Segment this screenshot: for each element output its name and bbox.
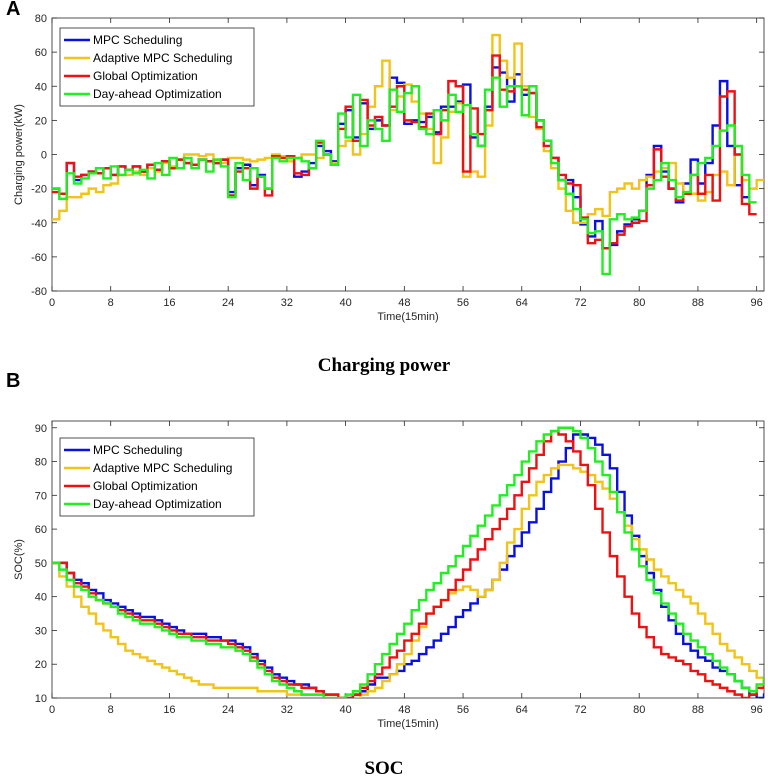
chart-a-x-tick-label: 72 <box>574 297 586 309</box>
chart-a-legend-label: MPC Scheduling <box>93 33 182 47</box>
chart-b-x-tick-label: 88 <box>692 704 704 716</box>
chart-a-caption: Charging power <box>317 355 451 376</box>
chart-a-x-tick-label: 88 <box>692 297 704 309</box>
chart-b-y-tick-label: 80 <box>35 457 47 469</box>
chart-a-x-tick-label: 64 <box>516 297 528 309</box>
chart-a-x-tick-label: 56 <box>457 297 469 309</box>
chart-b-y-tick-label: 70 <box>35 490 47 502</box>
chart-a-x-tick-label: 0 <box>49 297 55 309</box>
chart-a-legend-label: Global Optimization <box>93 69 198 83</box>
chart-b-x-tick-label: 16 <box>163 704 175 716</box>
chart-a-y-tick-label: -80 <box>31 286 47 298</box>
chart-b-x-tick-label: 8 <box>108 704 114 716</box>
chart-a-series-day-ahead-optimization <box>52 76 757 276</box>
chart-a-y-tick-label: 20 <box>35 115 47 127</box>
chart-a-y-tick-label: -60 <box>31 252 47 264</box>
panel-b-letter: B <box>6 370 21 392</box>
chart-b-series-adaptive-mpc-scheduling <box>52 463 764 698</box>
chart-a-y-tick-label: 80 <box>35 13 47 25</box>
chart-a-x-tick-label: 80 <box>633 297 645 309</box>
chart-b-legend-label: Adaptive MPC Scheduling <box>93 461 232 475</box>
chart-b-caption: SOC <box>364 758 404 779</box>
chart-b-y-tick-label: 40 <box>35 592 47 604</box>
chart-b-x-tick-label: 56 <box>457 704 469 716</box>
chart-b-x-tick-label: 80 <box>633 704 645 716</box>
chart-a-series-group <box>52 33 764 276</box>
chart-a-legend-label: Adaptive MPC Scheduling <box>93 51 232 65</box>
chart-b-x-tick-label: 0 <box>49 704 55 716</box>
chart-a-x-tick-label: 40 <box>339 297 351 309</box>
chart-b-x-tick-label: 32 <box>281 704 293 716</box>
chart-a-y-axis-label: Charging power(kW) <box>13 104 25 205</box>
chart-a-x-tick-label: 24 <box>222 297 234 309</box>
chart-a-x-tick-label: 32 <box>281 297 293 309</box>
chart-b-x-tick-label: 64 <box>516 704 528 716</box>
chart-a-legend <box>59 27 255 107</box>
chart-a-y-tick-label: 40 <box>35 81 47 93</box>
chart-b-legend-label: Global Optimization <box>93 479 198 493</box>
chart-b-x-tick-label: 48 <box>398 704 410 716</box>
chart-a-y-tick-label: -40 <box>31 218 47 230</box>
chart-b-y-tick-label: 20 <box>35 659 47 671</box>
chart-b-x-tick-label: 96 <box>751 704 763 716</box>
chart-b-x-tick-label: 72 <box>574 704 586 716</box>
chart-a-x-axis-label: Time(15min) <box>377 311 438 323</box>
chart-b-legend-label: MPC Scheduling <box>93 443 182 457</box>
chart-b-legend-label: Day-ahead Optimization <box>93 497 222 511</box>
chart-b-x-axis-label: Time(15min) <box>377 718 438 730</box>
chart-b-series-global-optimization <box>52 429 764 698</box>
chart-b-y-tick-label: 10 <box>35 693 47 705</box>
chart-b-series-day-ahead-optimization <box>52 426 764 698</box>
chart-b-series-group <box>52 426 764 698</box>
chart-b-y-axis-label: SOC(%) <box>13 539 25 580</box>
chart-a-legend-label: Day-ahead Optimization <box>93 87 222 101</box>
chart-b-y-tick-label: 30 <box>35 625 47 637</box>
chart-b-x-tick-label: 24 <box>222 704 234 716</box>
chart-a-y-tick-label: 60 <box>35 47 47 59</box>
chart-b-y-tick-label: 90 <box>35 423 47 435</box>
chart-a-x-tick-label: 8 <box>108 297 114 309</box>
chart-b-plot-frame <box>51 420 765 699</box>
chart-a-y-tick-label: -20 <box>31 184 47 196</box>
panel-a-letter: A <box>6 0 21 20</box>
chart-a-x-tick-label: 96 <box>751 297 763 309</box>
chart-b-x-tick-label: 40 <box>339 704 351 716</box>
chart-a-x-tick-label: 16 <box>163 297 175 309</box>
chart-b-y-tick-label: 50 <box>35 558 47 570</box>
chart-b-legend <box>59 437 255 517</box>
chart-b-series-mpc-scheduling <box>52 433 764 698</box>
chart-a-y-tick-label: 0 <box>41 150 47 162</box>
chart-b-y-tick-label: 60 <box>35 524 47 536</box>
chart-a-x-tick-label: 48 <box>398 297 410 309</box>
